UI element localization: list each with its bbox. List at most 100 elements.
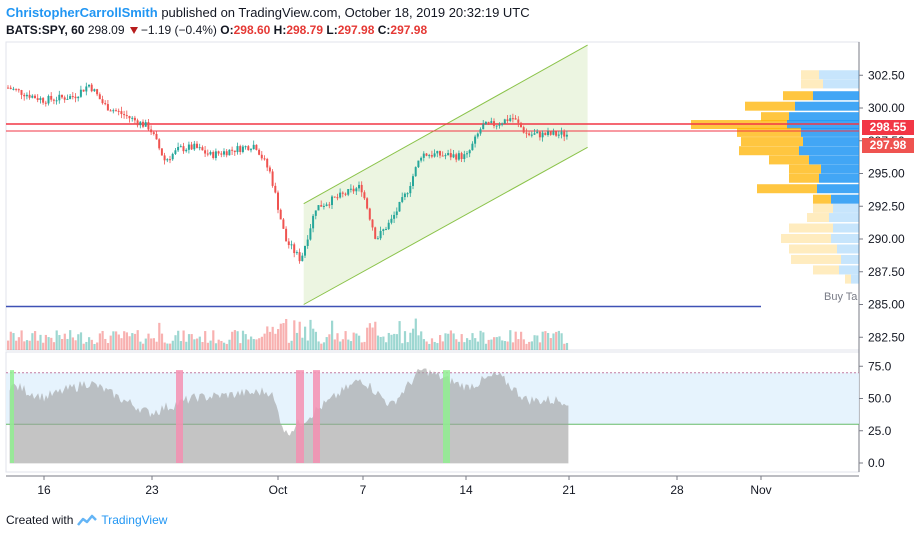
- volume-bar: [522, 339, 525, 350]
- open-label: O:: [220, 23, 234, 37]
- volume-bar: [128, 336, 131, 350]
- candle-body: [74, 96, 77, 99]
- candle-body: [133, 117, 136, 121]
- volume-profile-down-bar: [801, 70, 819, 80]
- candle-body: [136, 120, 139, 126]
- candle-body: [295, 252, 298, 254]
- candle-body: [422, 153, 425, 158]
- close-price-tag: 297.98: [862, 138, 914, 153]
- volume-bar: [233, 330, 236, 350]
- volume-bar: [274, 333, 277, 350]
- rsi-tick-label: 50.0: [868, 392, 892, 406]
- candle-body: [420, 157, 423, 161]
- volume-bar: [412, 328, 415, 350]
- volume-bar: [385, 342, 388, 350]
- candle-body: [144, 122, 147, 127]
- rsi-area: [9, 368, 569, 464]
- tradingview-brand-link[interactable]: TradingView: [101, 513, 168, 527]
- candle-body: [563, 131, 566, 137]
- candle-body: [150, 129, 153, 133]
- volume-bar: [39, 334, 42, 350]
- candle-body: [441, 155, 444, 157]
- candle-body: [77, 96, 80, 99]
- volume-bar: [279, 323, 282, 350]
- published-text: published on TradingView.com, October 18…: [161, 5, 530, 20]
- candle-body: [9, 87, 12, 90]
- volume-bar: [557, 330, 560, 350]
- candle-body: [393, 214, 396, 219]
- candle-body: [166, 159, 169, 161]
- volume-bar: [252, 339, 255, 350]
- candle-body: [206, 153, 209, 155]
- volume-bar: [198, 336, 201, 350]
- candle-body: [279, 209, 282, 220]
- volume-profile-down-bar: [791, 254, 841, 264]
- volume-bar: [538, 342, 542, 350]
- volume-bar: [260, 336, 263, 350]
- candle-body: [185, 149, 188, 152]
- candle-body: [501, 123, 504, 125]
- candle-body: [66, 98, 69, 100]
- candle-body: [425, 153, 428, 156]
- volume-bar: [271, 326, 274, 350]
- volume-profile-down-bar: [813, 203, 833, 213]
- candle-body: [190, 144, 193, 150]
- candle-body: [511, 118, 514, 120]
- candle-body: [204, 150, 207, 154]
- candle-body: [115, 110, 117, 112]
- volume-profile-up-bar: [829, 213, 859, 223]
- volume-bar: [376, 335, 380, 350]
- volume-profile-up-bar: [821, 164, 859, 174]
- volume-bar: [96, 342, 99, 350]
- candle-body: [476, 133, 479, 137]
- volume-bar: [58, 335, 61, 350]
- volume-bar: [363, 341, 366, 350]
- volume-bar: [201, 342, 204, 350]
- volume-profile-up-bar: [809, 155, 859, 165]
- volume-bar: [287, 342, 290, 350]
- volume-bar: [328, 334, 331, 350]
- candle-body: [277, 192, 279, 210]
- candle-body: [196, 143, 198, 148]
- candle-body: [325, 204, 328, 206]
- candle-body: [223, 151, 225, 155]
- volume-bar: [61, 338, 64, 350]
- volume-profile-down-bar: [745, 101, 795, 111]
- rsi-highlight: [10, 370, 14, 463]
- volume-bar: [314, 331, 317, 350]
- volume-bar: [312, 328, 315, 350]
- volume-bar: [150, 338, 153, 350]
- volume-bar: [439, 335, 442, 350]
- volume-bar: [258, 338, 261, 350]
- candle-body: [376, 238, 379, 240]
- volume-bar: [336, 333, 339, 350]
- volume-bar: [304, 326, 307, 350]
- candle-body: [549, 131, 552, 135]
- volume-bar: [117, 334, 120, 350]
- volume-bar: [325, 337, 328, 350]
- author-link[interactable]: ChristopherCarrollSmith: [6, 5, 158, 20]
- candle-body: [452, 154, 455, 158]
- volume-bar: [387, 332, 390, 350]
- time-tick-label: 21: [562, 483, 576, 497]
- candle-body: [282, 219, 285, 229]
- volume-profile-down-bar: [845, 274, 851, 284]
- candle-body: [360, 184, 363, 193]
- price-tick-label: 292.50: [868, 199, 905, 213]
- volume-profile-up-bar: [813, 91, 859, 101]
- volume-bar: [31, 333, 34, 350]
- volume-bar: [533, 335, 536, 350]
- candle-body: [50, 95, 53, 100]
- volume-bar: [88, 337, 91, 350]
- volume-profile-label: Buy Ta: [824, 291, 858, 303]
- volume-bar: [368, 323, 371, 350]
- volume-profile-up-bar: [851, 274, 859, 284]
- volume-bar: [187, 334, 191, 350]
- candle-body: [88, 84, 90, 87]
- change-value: −1.19 (−0.4%): [140, 23, 217, 37]
- volume-bar: [552, 333, 555, 350]
- candle-body: [198, 147, 201, 149]
- candle-body: [287, 241, 290, 246]
- candle-body: [44, 102, 47, 104]
